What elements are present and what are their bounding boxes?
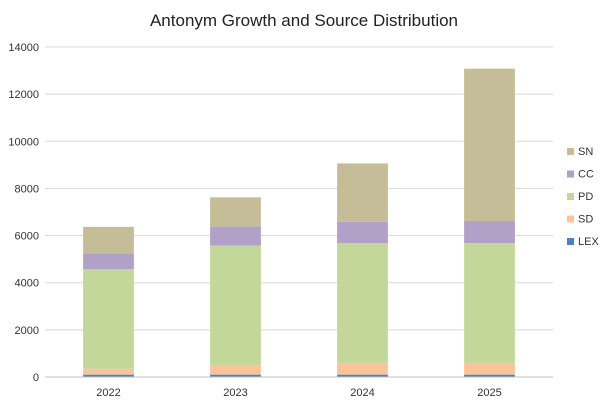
x-tick-label: 2022 [96,387,120,399]
bar-segment-sn-2022 [83,226,134,254]
bar-segment-pd-2025 [464,243,515,363]
y-tick-label: 2000 [15,325,39,337]
legend-item-pd: PD [567,191,593,203]
y-tick-label: 0 [33,372,39,384]
legend-item-cc: CC [567,169,594,181]
x-tick-label: 2023 [223,387,247,399]
bar-segment-sn-2024 [337,163,388,222]
bar-segment-pd-2024 [337,243,388,363]
bar-segment-pd-2023 [210,245,261,366]
bar-segment-pd-2022 [83,269,134,369]
bar-segment-lex-2023 [210,374,261,377]
y-tick-label: 10000 [8,136,39,148]
bar-segment-sn-2023 [210,197,261,227]
legend-label: SN [578,146,593,158]
bar-segment-sd-2023 [210,365,261,375]
x-tick-label: 2024 [350,387,374,399]
legend-item-sn: SN [567,146,593,158]
bars [83,68,515,377]
legend: SN CC PD SD LEX [567,146,599,248]
bar-segment-sd-2022 [83,368,134,375]
legend-swatch [567,193,574,200]
bar-segment-cc-2024 [337,221,388,244]
legend-swatch [567,170,574,178]
y-tick-label: 14000 [8,42,39,54]
legend-label: CC [578,169,594,181]
bar-segment-sn-2025 [464,68,515,221]
legend-swatch [567,238,574,245]
bar-segment-lex-2025 [464,374,515,377]
y-tick-label: 12000 [8,89,39,101]
bar-segment-lex-2024 [337,374,388,377]
legend-label: LEX [578,236,599,248]
y-tick-label: 6000 [15,231,39,243]
chart-title: Antonym Growth and Source Distribution [150,11,458,30]
y-tick-label: 8000 [15,183,39,195]
legend-swatch [567,215,574,223]
legend-swatch [567,148,574,155]
axes: 0 2000 4000 6000 8000 10000 12000 14000 2022 2023… [8,42,553,399]
legend-item-sd: SD [567,214,593,226]
legend-label: PD [578,191,593,203]
bar-segment-cc-2022 [83,253,134,270]
bar-segment-sd-2025 [464,362,515,375]
legend-item-lex: LEX [567,236,599,248]
x-tick-label: 2025 [477,387,501,399]
bar-segment-sd-2024 [337,362,388,375]
legend-label: SD [578,214,593,226]
bar-segment-cc-2025 [464,220,515,244]
bar-segment-lex-2022 [83,374,134,377]
y-tick-label: 4000 [15,278,39,290]
bar-segment-cc-2023 [210,226,261,246]
